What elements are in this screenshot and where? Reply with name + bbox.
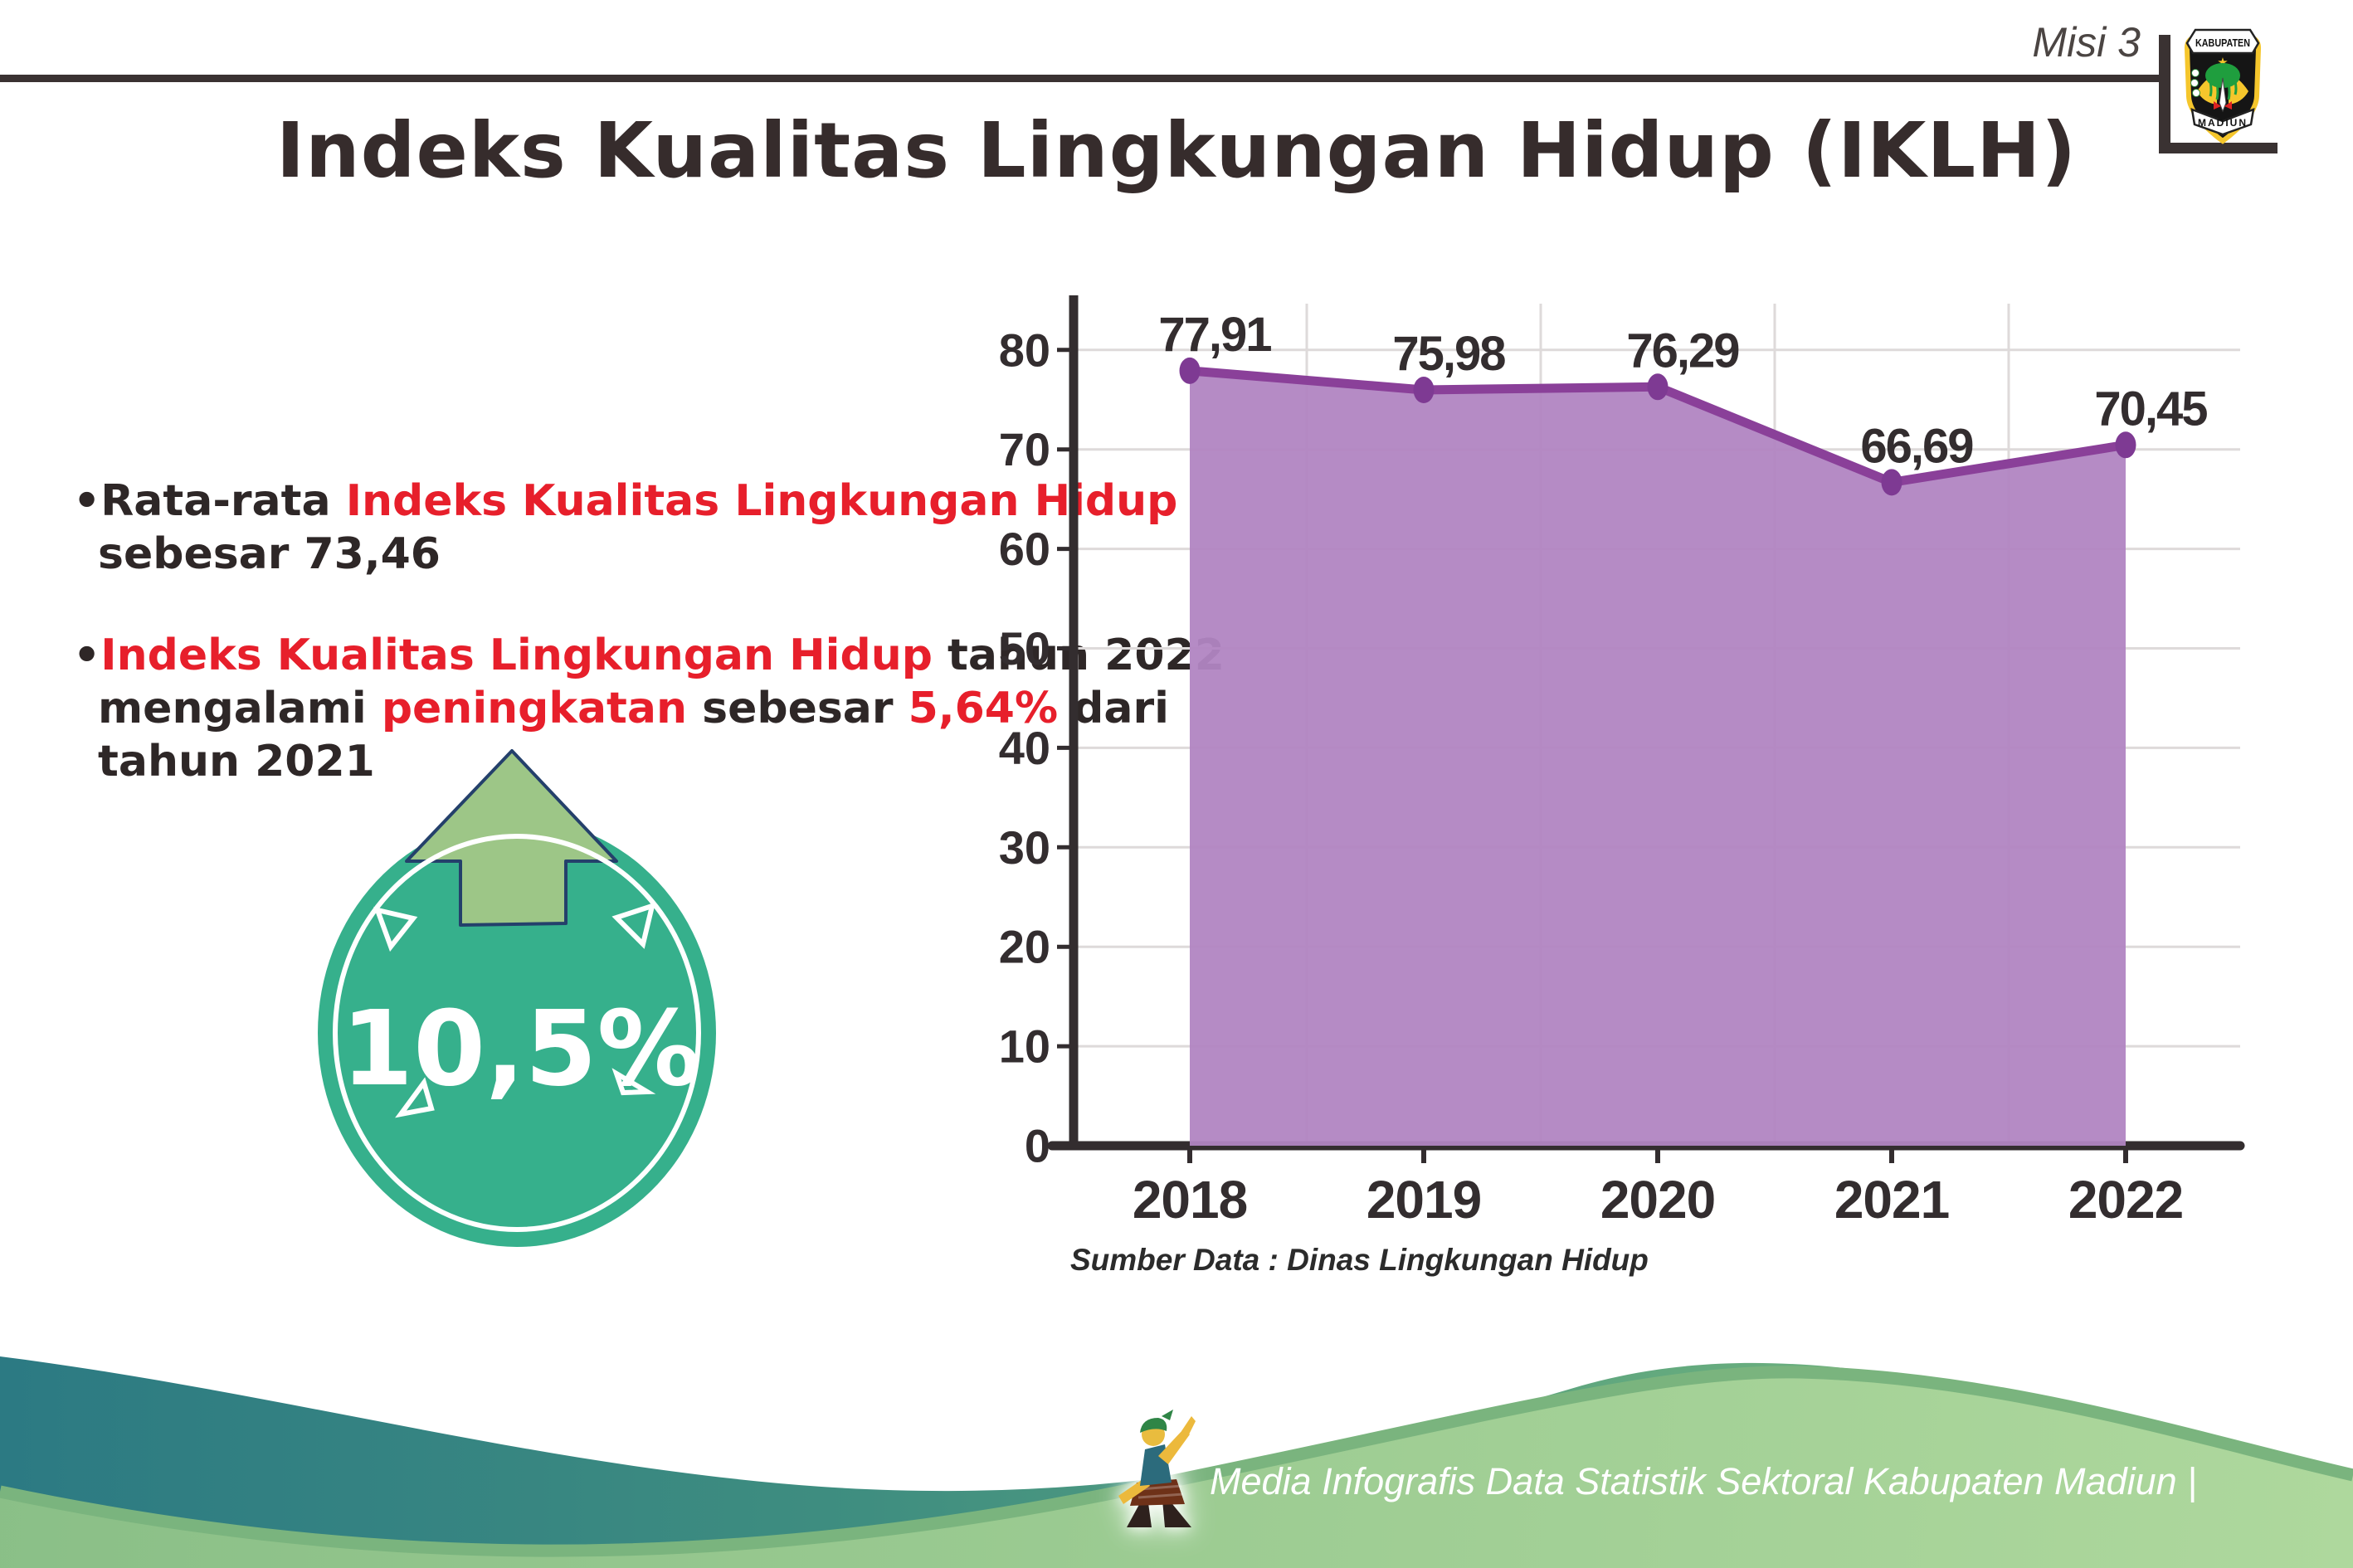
y-tick-label-80: 80 (999, 324, 1050, 376)
mascot-right-arm (1158, 1429, 1190, 1464)
bullet-segment-dark: mengalami (98, 684, 382, 733)
y-tick-label-40: 40 (999, 722, 1050, 774)
footer-wave (0, 1356, 2353, 1568)
badge-value: 10,5% (341, 989, 701, 1109)
bullet-segment-red: 5,64% (908, 684, 1059, 733)
sparkle-triangle-icon (611, 1068, 656, 1096)
logo-bottom-text: MADIUN (2198, 117, 2248, 129)
logo-red-accent (2214, 101, 2221, 110)
bullet-segment-dark: sebesar (687, 684, 909, 733)
logo-cotton-icon (2190, 79, 2199, 87)
value-label-2022: 70,45 (2094, 382, 2207, 436)
logo-tree-canopy (2205, 63, 2240, 88)
bullet-iklh-2022: •Indeks Kualitas Lingkungan Hidup tahun … (73, 629, 1225, 788)
value-label-2021: 66,69 (1860, 419, 1973, 473)
bullet-line: •Rata-rata Indeks Kualitas Lingkungan Hi… (73, 475, 1177, 528)
data-point-2021 (1881, 469, 1902, 496)
data-point-2022 (2115, 431, 2136, 459)
misi-label: Misi 3 (2032, 19, 2141, 66)
wave-light-band (0, 1371, 2353, 1568)
bullet-segment-dark: • (73, 631, 101, 680)
mascot-skirt-texture (1138, 1484, 1184, 1499)
bullet-segment-red: Indeks Kualitas Lingkungan Hidup (345, 476, 1178, 526)
logo-cotton-icon (2191, 69, 2200, 77)
mascot-cap (1140, 1418, 1167, 1433)
sparkle-triangle-icon (395, 1077, 435, 1118)
logo-cotton-icon (2192, 89, 2200, 97)
bullet-segment-dark: •Rata-rata (73, 476, 346, 526)
bullet-segment-dark: tahun 2021 (98, 737, 375, 786)
bullet-line: •Indeks Kualitas Lingkungan Hidup tahun … (73, 629, 1225, 682)
x-tick-label-2020: 2020 (1600, 1170, 1715, 1230)
chart-area (1190, 370, 2126, 1146)
mascot-right-hand (1181, 1416, 1196, 1436)
bullet-line: sebesar 73,46 (73, 528, 1177, 581)
value-label-2019: 75,98 (1392, 327, 1505, 381)
footer-caption: Media Infografis Data Statistik Sektoral… (1210, 1460, 2197, 1502)
logo-top-text: KABUPATEN (2195, 37, 2250, 49)
sparkle-triangle-icon (611, 902, 656, 949)
statistics-mascot-icon (1118, 1410, 1196, 1527)
x-tick-label-2021: 2021 (1834, 1170, 1949, 1230)
increase-badge: 10,5% (318, 749, 716, 1247)
logo-red-accent (2224, 101, 2232, 110)
value-label-2020: 76,29 (1626, 324, 1739, 377)
bullet-line: tahun 2021 (73, 735, 1225, 788)
data-point-2018 (1179, 357, 1201, 384)
badge-ring (333, 834, 701, 1232)
y-tick-label-30: 30 (999, 821, 1050, 874)
source-label: Sumber Data : Dinas Lingkungan Hidup (1070, 1243, 1649, 1277)
bullet-rata-rata: •Rata-rata Indeks Kualitas Lingkungan Hi… (73, 475, 1177, 581)
logo-bracket-horizontal (2159, 143, 2277, 153)
kabupaten-madiun-logo: KABUPATEN ★ MADIUN (2184, 28, 2262, 144)
sparkle-triangle-icon (373, 906, 418, 952)
mascot-cap-leaf (1162, 1410, 1173, 1420)
bullet-segment-dark: tahun 2022 (932, 631, 1225, 680)
bullet-segment-red: Indeks Kualitas Lingkungan Hidup (100, 631, 933, 680)
bullet-line: mengalami peningkatan sebesar 5,64% dari (73, 682, 1225, 735)
bullet-segment-dark: dari (1058, 684, 1169, 733)
logo-tree-branches (2209, 80, 2238, 100)
data-point-2020 (1647, 373, 1669, 401)
bullet-segment-dark: sebesar 73,46 (98, 529, 441, 579)
data-point-2019 (1413, 376, 1435, 403)
y-tick-label-10: 10 (999, 1020, 1050, 1073)
y-tick-label-60: 60 (999, 523, 1050, 575)
x-tick-label-2019: 2019 (1366, 1170, 1481, 1230)
wave-stripe (0, 1366, 2353, 1557)
y-tick-label-0: 0 (1025, 1120, 1050, 1172)
logo-keris-icon (2219, 77, 2227, 113)
value-label-2018: 77,91 (1158, 308, 1271, 362)
badge-circle (318, 819, 716, 1247)
logo-bracket-vertical (2159, 35, 2170, 148)
header-rule (0, 75, 2159, 82)
bullet-segment-red: peningkatan (381, 684, 688, 733)
x-tick-label-2018: 2018 (1133, 1170, 1247, 1230)
y-tick-label-20: 20 (999, 921, 1050, 973)
y-tick-label-70: 70 (999, 423, 1050, 475)
logo-bottom-banner (2190, 108, 2255, 136)
y-tick-label-50: 50 (999, 622, 1050, 674)
page-title: Indeks Kualitas Lingkungan Hidup (IKLH) (275, 106, 2078, 195)
logo-top-banner (2185, 28, 2260, 55)
x-tick-label-2022: 2022 (2068, 1170, 2183, 1230)
